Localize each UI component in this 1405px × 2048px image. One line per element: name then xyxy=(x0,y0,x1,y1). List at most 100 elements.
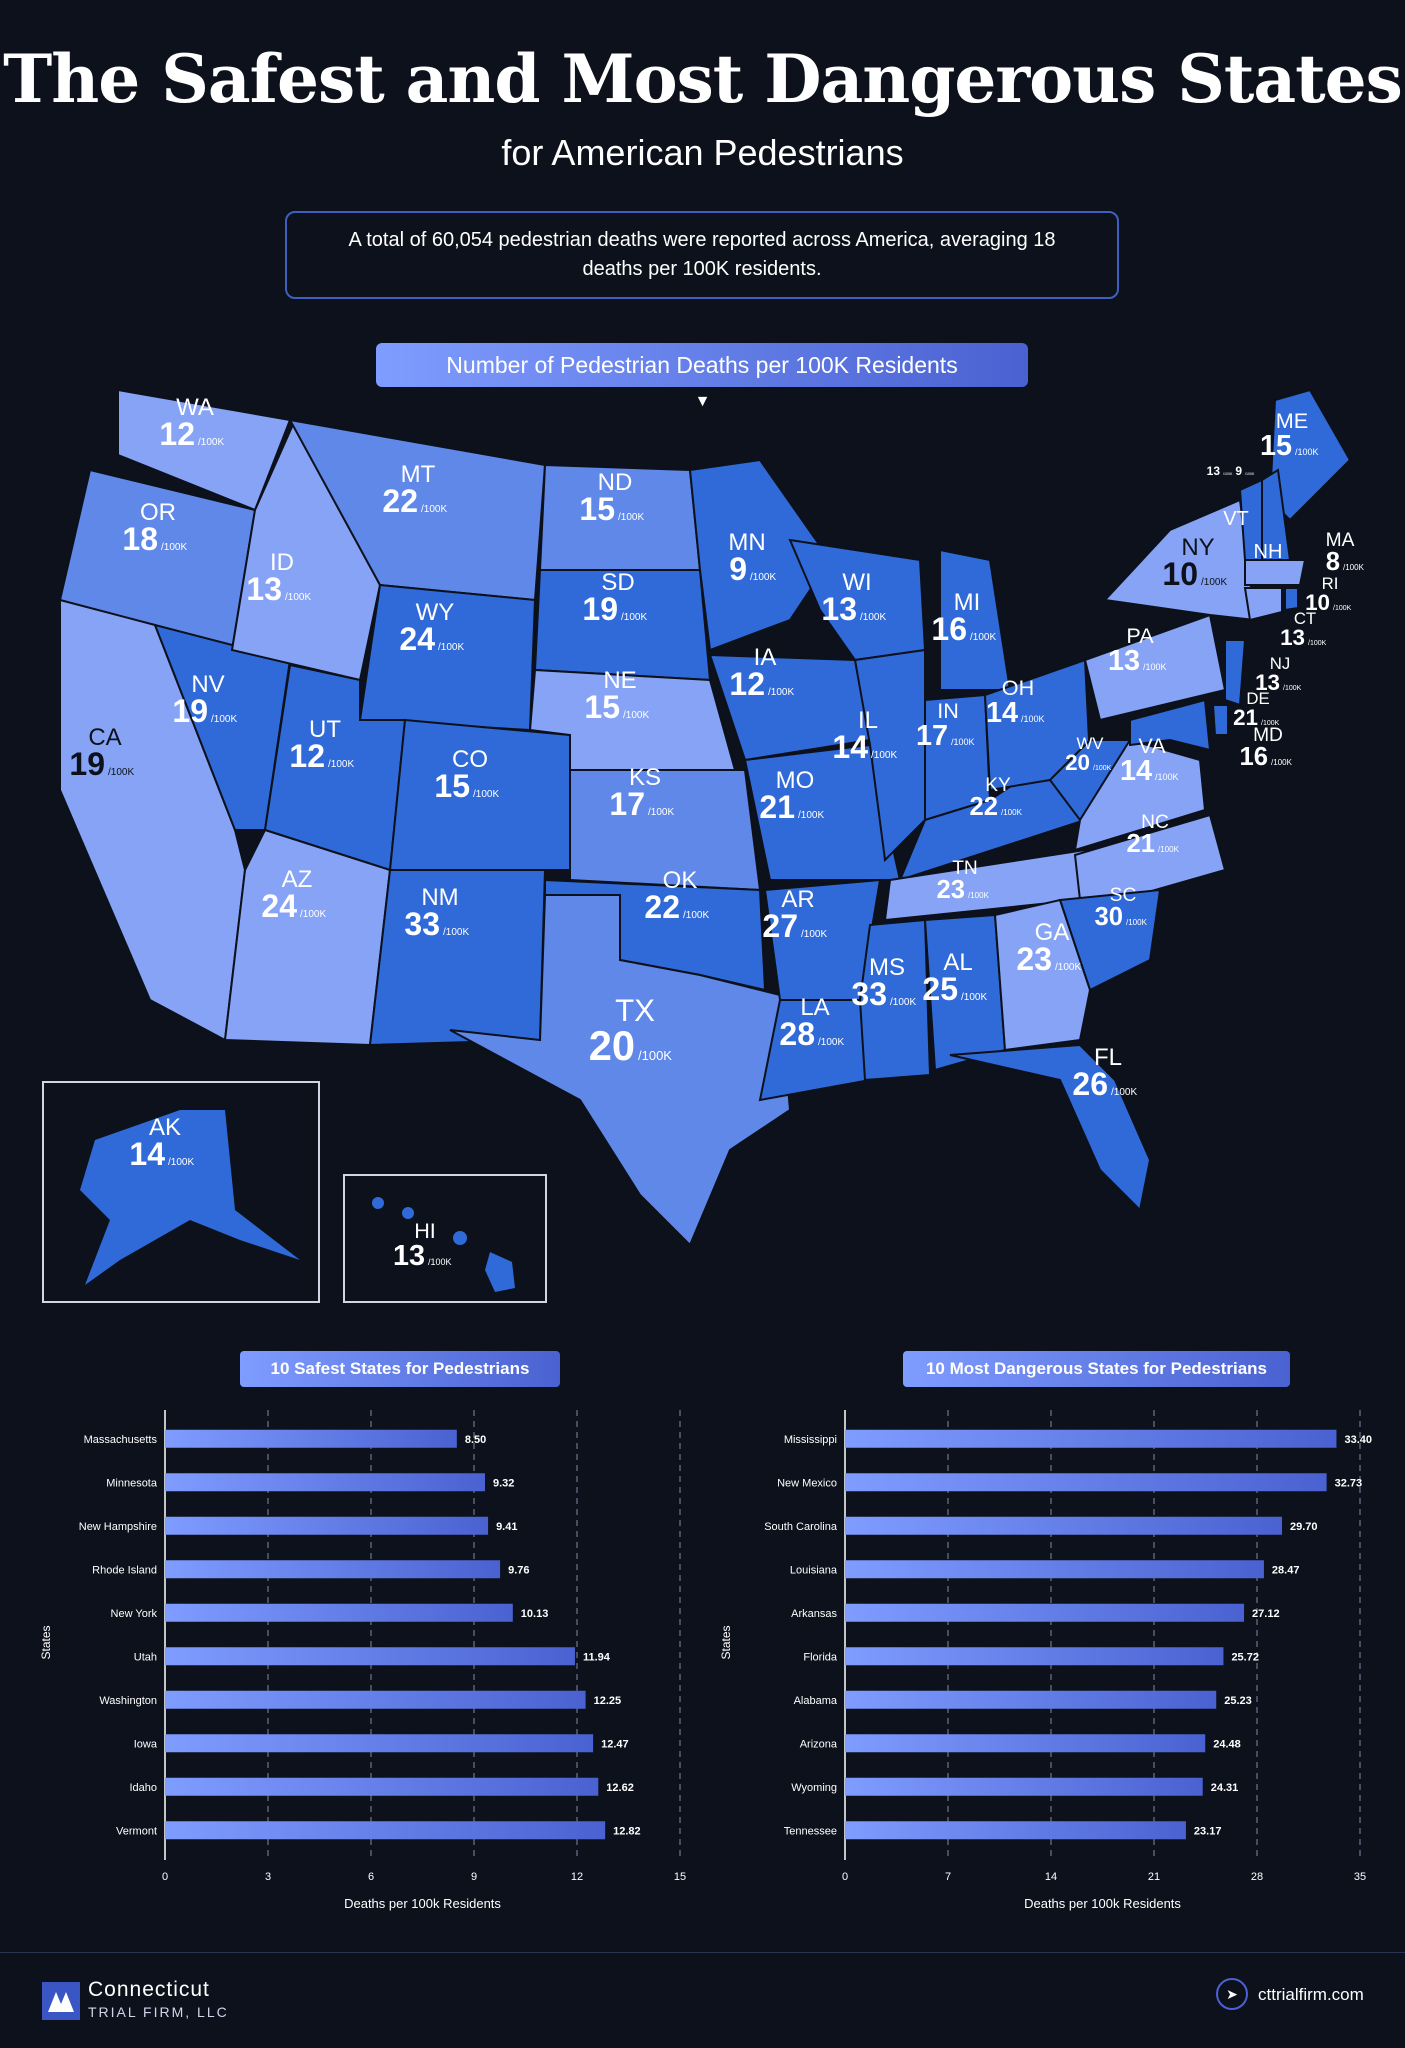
state-shape-nc xyxy=(1073,813,1227,901)
state-unit-il: /100K xyxy=(871,750,897,761)
state-value-tn: 23 xyxy=(937,876,965,904)
bar-value-label: 24.48 xyxy=(1213,1738,1241,1750)
firm-name: Connecticut xyxy=(88,1978,210,2001)
state-shape-ct xyxy=(1243,587,1283,622)
state-value-nj: 13 xyxy=(1255,670,1280,695)
safest-chart-title-pill: 10 Safest States for Pedestrians xyxy=(240,1351,560,1387)
bar xyxy=(845,1429,1337,1448)
state-shape-hi-oahu xyxy=(402,1207,414,1219)
state-shape-id xyxy=(230,417,382,682)
state-unit-tx: /100K xyxy=(638,1048,672,1063)
bar xyxy=(165,1516,489,1535)
state-value-mt: 22 xyxy=(382,483,418,519)
y-category-label: Minnesota xyxy=(106,1477,158,1489)
state-abbr-mi: MI xyxy=(954,589,981,616)
state-value-ok: 22 xyxy=(644,889,680,925)
state-unit-id: /100K xyxy=(285,592,311,603)
state-value-co: 15 xyxy=(434,768,470,804)
state-unit-ak: /100K xyxy=(168,1157,194,1168)
state-value-az: 24 xyxy=(261,888,297,924)
bar xyxy=(845,1821,1186,1840)
state-value-wv: 20 xyxy=(1065,750,1090,775)
alaska-inset-frame xyxy=(42,1081,320,1303)
state-unit-wa: /100K xyxy=(198,437,224,448)
state-shape-hi-maui xyxy=(453,1231,467,1245)
state-value-ia: 12 xyxy=(729,666,765,702)
state-unit-mn: /100K xyxy=(750,572,776,583)
state-unit-fl: /100K xyxy=(1111,1087,1137,1098)
state-shape-ga xyxy=(993,898,1092,1052)
y-category-label: Mississippi xyxy=(784,1434,837,1446)
state-value-nm: 33 xyxy=(404,906,440,942)
bar xyxy=(845,1560,1264,1579)
bar xyxy=(845,1777,1203,1796)
state-shape-mn xyxy=(688,458,832,652)
state-value-nc: 21 xyxy=(1127,830,1155,858)
state-abbr-ms: MS xyxy=(869,954,905,981)
state-unit-mi: /100K xyxy=(970,632,996,643)
state-abbr-id: ID xyxy=(270,549,294,576)
y-category-label: New York xyxy=(111,1608,158,1620)
state-value-tx: 20 xyxy=(589,1022,635,1069)
bar xyxy=(845,1690,1217,1709)
state-unit-az: /100K xyxy=(300,909,326,920)
state-value-ky: 22 xyxy=(970,793,998,821)
y-category-label: Arizona xyxy=(800,1738,838,1750)
state-value-ak: 14 xyxy=(129,1136,165,1172)
state-abbr-md: MD xyxy=(1253,725,1283,746)
y-category-label: Arkansas xyxy=(791,1608,837,1620)
state-unit-me: /100K xyxy=(1295,447,1319,457)
dangerous-chart-title: 10 Most Dangerous States for Pedestrians xyxy=(925,1359,1268,1378)
website-link[interactable]: cttrialfirm.com xyxy=(1258,1985,1364,2004)
state-unit-ny: /100K xyxy=(1201,577,1227,588)
state-unit-va: /100K xyxy=(1155,772,1179,782)
state-abbr-wa: WA xyxy=(176,394,214,421)
x-tick-label: 12 xyxy=(571,1871,583,1883)
state-abbr-ne: NE xyxy=(603,667,636,694)
state-abbr-or: OR xyxy=(140,499,176,526)
state-abbr-hi: HI xyxy=(414,1218,436,1243)
state-abbr-al: AL xyxy=(943,949,972,976)
state-unit-pa: /100K xyxy=(1143,662,1167,672)
state-abbr-mt: MT xyxy=(401,461,436,488)
state-shape-ma xyxy=(1244,559,1307,586)
bar-value-label: 27.12 xyxy=(1252,1608,1280,1620)
state-abbr-wi: WI xyxy=(842,569,871,596)
state-abbr-ak: AK xyxy=(149,1114,181,1141)
state-unit-ky: /100K xyxy=(1001,808,1023,817)
state-unit-mt: /100K xyxy=(421,504,447,515)
state-abbr-ok: OK xyxy=(663,867,698,894)
state-abbr-tn: TN xyxy=(952,858,978,879)
bar xyxy=(165,1690,586,1709)
state-value-nh: 9 xyxy=(1235,464,1242,478)
bar-value-label: 11.94 xyxy=(583,1651,611,1663)
bar xyxy=(845,1603,1245,1622)
state-abbr-ks: KS xyxy=(629,764,661,791)
map-label: Number of Pedestrian Deaths per 100K Res… xyxy=(446,351,958,378)
state-abbr-sc: SC xyxy=(1110,885,1137,906)
state-value-nd: 15 xyxy=(579,491,615,527)
state-value-ne: 15 xyxy=(584,689,620,725)
state-unit-wy: /100K xyxy=(438,642,464,653)
state-value-ga: 23 xyxy=(1016,941,1052,977)
y-category-label: Alabama xyxy=(794,1695,838,1707)
safest-states-bar-chart: 0 3 6 9 12 15 Massachusetts 8.50 Minnesota 9.32 Ne… xyxy=(39,1410,686,1911)
state-unit-de: /100K xyxy=(1261,720,1280,727)
bar xyxy=(165,1603,513,1622)
x-tick-label: 14 xyxy=(1045,1871,1057,1883)
state-abbr-wv: WV xyxy=(1076,734,1104,753)
dangerous-chart-title-pill: 10 Most Dangerous States for Pedestrians xyxy=(903,1351,1290,1387)
state-unit-nc: /100K xyxy=(1158,845,1180,854)
state-value-pa: 13 xyxy=(1108,645,1140,677)
x-axis-title: Deaths per 100k Residents xyxy=(1024,1896,1181,1911)
state-shape-ri xyxy=(1284,587,1299,612)
state-shape-wi xyxy=(788,538,927,662)
state-abbr-de: DE xyxy=(1246,689,1269,708)
state-value-va: 14 xyxy=(1120,755,1152,787)
state-abbr-ut: UT xyxy=(309,716,341,743)
state-unit-hi: /100K xyxy=(428,1257,452,1267)
state-unit-nv: /100K xyxy=(211,714,237,725)
state-abbr-il: IL xyxy=(858,707,878,734)
map-shapes xyxy=(58,388,1352,1247)
state-value-sc: 30 xyxy=(1095,903,1123,931)
